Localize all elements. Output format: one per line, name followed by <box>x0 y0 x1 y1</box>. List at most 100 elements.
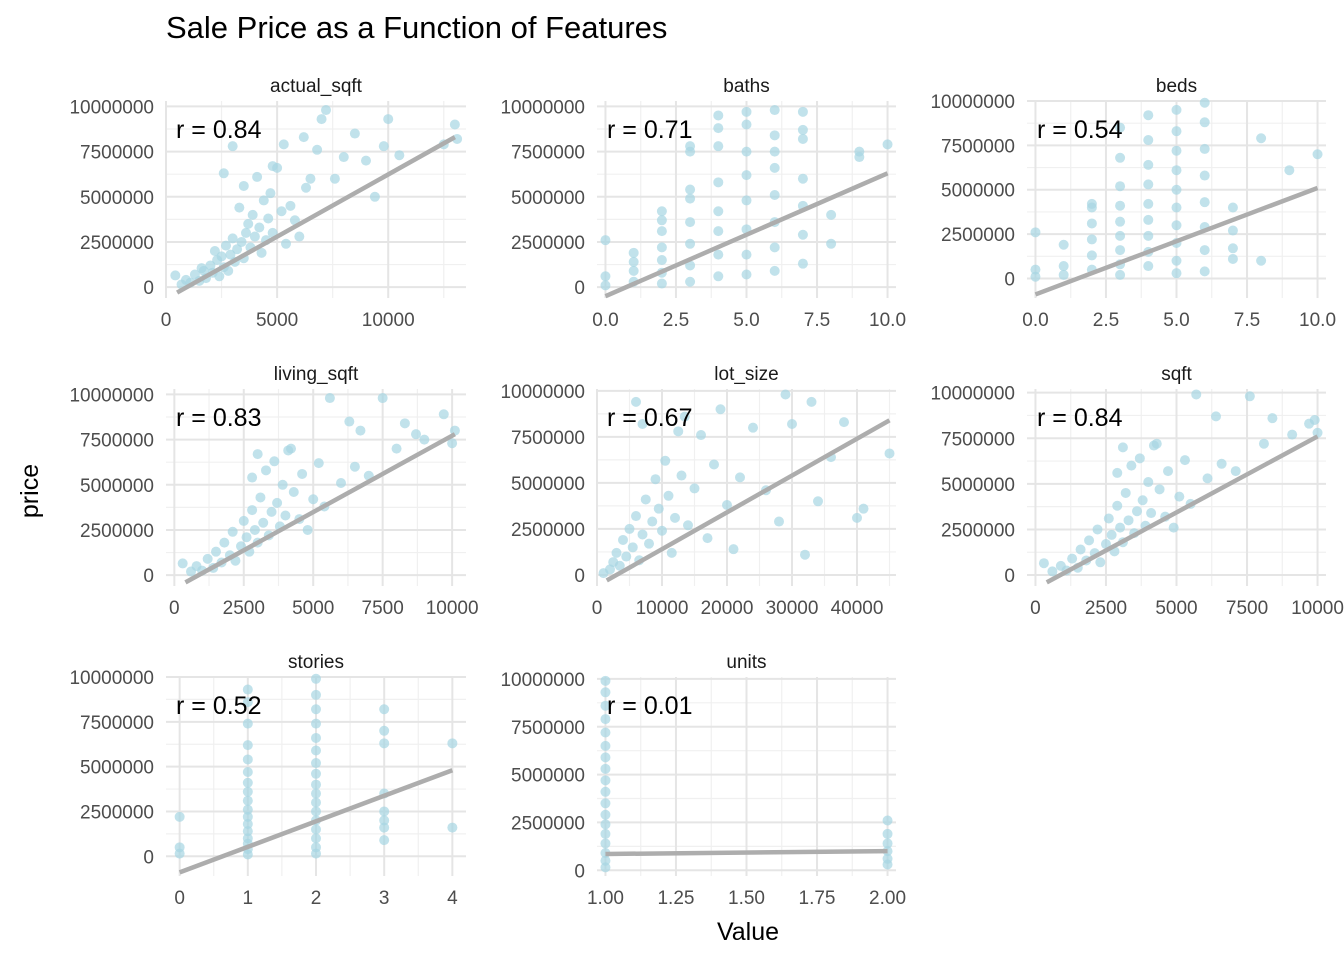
data-point <box>600 714 611 725</box>
data-point <box>882 828 893 839</box>
data-point <box>713 123 724 134</box>
y-tick-label: 7500000 <box>511 718 585 739</box>
y-tick-label: 5000000 <box>511 474 585 495</box>
correlation-label: r = 0.52 <box>176 692 261 720</box>
data-point <box>267 161 278 172</box>
data-point <box>1030 227 1041 238</box>
data-point <box>329 173 340 184</box>
data-point <box>242 826 253 837</box>
data-point <box>1171 126 1182 137</box>
data-point <box>280 510 291 521</box>
data-point <box>1312 149 1323 160</box>
data-point <box>394 150 405 161</box>
data-point <box>1126 460 1137 471</box>
x-tick-label: 5.0 <box>1163 310 1189 331</box>
data-point <box>628 247 639 258</box>
data-point <box>174 848 185 859</box>
data-point <box>713 226 724 237</box>
data-point <box>227 141 238 152</box>
panel-title: lot_size <box>714 364 778 385</box>
data-point <box>628 256 639 267</box>
x-tick-label: 0 <box>1030 598 1041 619</box>
data-point <box>1202 473 1213 484</box>
y-tick-label: 2500000 <box>80 802 154 823</box>
regression-line <box>176 135 456 295</box>
data-point <box>1086 234 1097 245</box>
data-point <box>378 141 389 152</box>
x-tick-label: 1.50 <box>728 888 765 909</box>
data-point <box>666 547 677 558</box>
data-point <box>656 255 667 266</box>
data-point <box>221 240 231 251</box>
x-tick-label: 2 <box>311 888 322 909</box>
data-point <box>1086 250 1097 261</box>
correlation-label: r = 0.01 <box>607 692 692 720</box>
data-point <box>242 786 253 797</box>
panel-title: living_sqft <box>274 364 359 385</box>
data-point <box>1199 117 1210 128</box>
y-tick-label: 0 <box>1004 566 1015 587</box>
data-point <box>1154 484 1165 495</box>
y-tick-label: 5000000 <box>941 181 1015 202</box>
correlation-label: r = 0.83 <box>176 404 261 432</box>
panel-title: sqft <box>1161 364 1192 385</box>
data-point <box>247 472 258 483</box>
data-point <box>882 859 893 870</box>
data-point <box>741 170 752 181</box>
data-point <box>769 130 780 141</box>
x-tick-label: 0 <box>161 310 172 331</box>
data-point <box>741 249 752 260</box>
data-point <box>769 162 780 173</box>
y-tick-label: 10000000 <box>500 97 585 118</box>
data-point <box>882 815 893 826</box>
data-point <box>1103 513 1114 524</box>
data-point <box>1227 253 1238 264</box>
data-point <box>261 465 271 476</box>
data-point <box>882 139 893 150</box>
panel-lot-size: 0 10000 20000 30000 40000 0 2500000 5000000 7500… <box>500 364 896 619</box>
y-tick-label: 7500000 <box>941 429 1015 450</box>
data-point <box>249 231 260 242</box>
data-point <box>1267 413 1278 424</box>
data-point <box>242 819 253 830</box>
data-point <box>676 470 687 481</box>
data-point <box>269 456 280 467</box>
x-tick-label: 2.00 <box>869 888 906 909</box>
data-point <box>1146 508 1157 519</box>
data-point <box>741 146 752 157</box>
data-point <box>1284 165 1295 176</box>
data-point <box>1143 159 1154 170</box>
data-point <box>214 271 225 282</box>
x-tick-label: 10000 <box>362 310 415 331</box>
data-point <box>243 218 254 229</box>
data-point <box>854 146 865 157</box>
data-point <box>640 494 651 505</box>
data-point <box>1171 184 1182 195</box>
data-point <box>709 459 719 470</box>
data-point <box>238 515 249 526</box>
x-tick-label: 2500 <box>1085 598 1127 619</box>
data-point <box>656 206 667 217</box>
data-point <box>1171 255 1182 266</box>
y-tick-label: 0 <box>143 566 154 587</box>
data-point <box>242 697 253 708</box>
x-tick-label: 7500 <box>362 598 404 619</box>
data-point <box>600 700 611 711</box>
data-point <box>1199 143 1210 154</box>
y-axis-title: price <box>16 464 44 518</box>
data-point <box>1171 145 1182 156</box>
data-point <box>679 411 690 422</box>
y-tick-label: 10000000 <box>930 384 1015 405</box>
panel-baths: 0.0 2.5 5.0 7.5 10.0 0 2500000 5000000 7500000 10… <box>500 76 906 331</box>
regression-line <box>178 768 454 875</box>
data-point <box>242 777 253 788</box>
x-tick-label: 10000 <box>426 598 479 619</box>
data-point <box>379 806 390 817</box>
data-point <box>1163 466 1174 477</box>
data-point <box>735 472 745 483</box>
correlation-label: r = 0.84 <box>1037 404 1123 432</box>
data-point <box>702 533 713 544</box>
y-tick-label: 10000000 <box>69 385 154 406</box>
data-point <box>1143 135 1154 146</box>
y-tick-label: 2500000 <box>511 233 585 254</box>
